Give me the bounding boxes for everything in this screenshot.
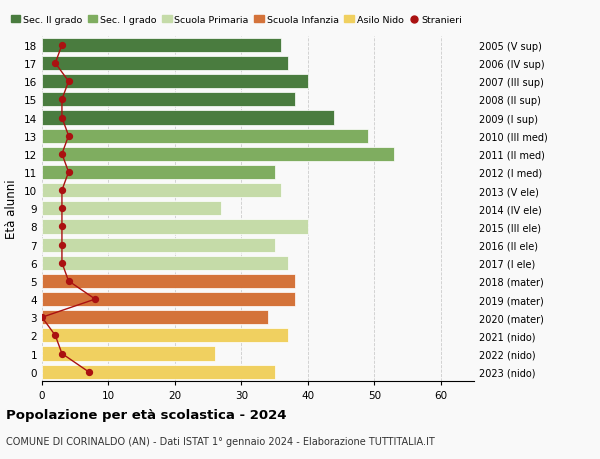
Bar [42,310,268,325]
Bar [42,93,295,107]
Text: COMUNE DI CORINALDO (AN) - Dati ISTAT 1° gennaio 2024 - Elaborazione TUTTITALIA.: COMUNE DI CORINALDO (AN) - Dati ISTAT 1°… [6,436,435,446]
Point [57,205,67,213]
Bar [42,57,288,71]
Point [57,42,67,50]
Bar [42,111,334,125]
Point [64,278,73,285]
Bar [42,292,295,307]
Point [57,350,67,358]
Point [57,223,67,230]
Point [57,187,67,195]
Legend: Sec. II grado, Sec. I grado, Scuola Primaria, Scuola Infanzia, Asilo Nido, Stran: Sec. II grado, Sec. I grado, Scuola Prim… [7,12,466,28]
Point [57,96,67,104]
Text: Popolazione per età scolastica - 2024: Popolazione per età scolastica - 2024 [6,409,287,421]
Bar [42,329,288,343]
Bar [42,39,281,53]
Bar [42,184,281,198]
Bar [42,220,308,234]
Point [50,60,60,67]
Point [64,169,73,176]
Point [37,314,47,321]
Point [57,151,67,158]
Point [57,241,67,249]
Bar [42,75,308,89]
Bar [42,202,221,216]
Bar [42,129,368,143]
Point [57,115,67,122]
Point [50,332,60,339]
Bar [42,347,215,361]
Point [64,78,73,86]
Point [91,296,100,303]
Point [84,368,94,375]
Y-axis label: Età alunni: Età alunni [5,179,19,239]
Bar [42,256,288,270]
Bar [42,238,275,252]
Point [57,259,67,267]
Point [64,133,73,140]
Bar [42,365,275,379]
Bar [42,274,295,288]
Bar [42,147,394,162]
Bar [42,166,275,179]
